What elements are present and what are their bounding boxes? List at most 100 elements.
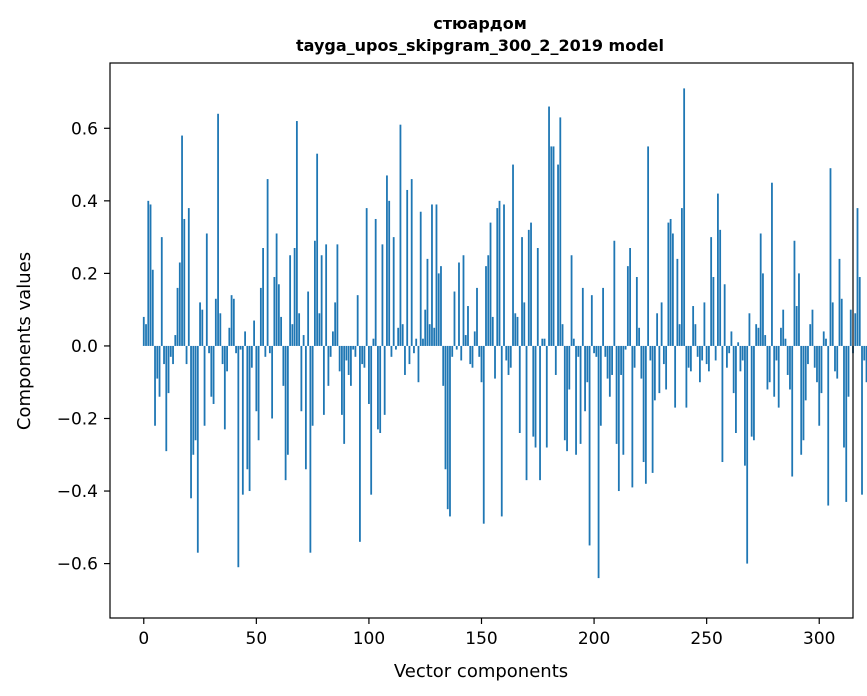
bar [563, 345, 566, 441]
bar [703, 302, 706, 346]
bar [356, 295, 359, 346]
bar [689, 345, 692, 372]
bar [822, 331, 825, 346]
bar [570, 255, 573, 346]
bar [149, 204, 152, 346]
bar [158, 345, 161, 397]
bar [532, 345, 535, 437]
bar [568, 345, 571, 390]
bar [813, 345, 816, 368]
bar [834, 345, 836, 372]
bar [671, 233, 674, 346]
bar [320, 255, 323, 346]
bar [395, 345, 397, 350]
bar [714, 345, 717, 361]
bar [608, 345, 611, 397]
bar [210, 345, 213, 397]
bar [248, 345, 251, 492]
bar [708, 345, 710, 372]
bar [590, 295, 593, 346]
bar [820, 345, 823, 394]
bar [257, 345, 260, 441]
x-tick-label: 50 [246, 629, 268, 649]
bar [737, 342, 740, 346]
bar [809, 324, 812, 346]
bar [604, 345, 607, 357]
x-tick-label: 100 [353, 629, 385, 649]
bar [304, 345, 307, 470]
bar [494, 345, 496, 379]
bar [656, 313, 659, 346]
bar [329, 345, 332, 357]
bar [381, 244, 384, 346]
bar [208, 345, 210, 354]
bar [572, 338, 575, 346]
bar [293, 248, 296, 346]
bar [201, 309, 204, 346]
bar [410, 179, 413, 346]
bar [322, 345, 325, 415]
bar [435, 204, 438, 346]
bar [336, 244, 339, 346]
bar [147, 200, 150, 346]
bar [487, 255, 490, 346]
bar [831, 302, 834, 346]
bar [653, 345, 656, 401]
bar [347, 345, 350, 375]
bar [460, 345, 463, 361]
bar [196, 345, 199, 553]
bar [205, 233, 208, 346]
bar [694, 324, 697, 346]
y-tick-label: 0.2 [71, 264, 98, 284]
bar [712, 277, 715, 346]
bar [190, 345, 192, 499]
bar [566, 345, 568, 452]
bar [577, 345, 580, 357]
bar [313, 240, 316, 346]
bar [606, 345, 609, 379]
bar [552, 146, 555, 346]
bar [343, 345, 346, 444]
bar [523, 302, 526, 346]
bar [500, 345, 503, 517]
bar [203, 345, 206, 426]
bar [399, 124, 402, 346]
bar [334, 302, 337, 346]
y-tick-label: −0.2 [57, 409, 98, 429]
bar [442, 345, 445, 386]
bar [723, 284, 726, 346]
bar [849, 309, 852, 346]
bar [485, 266, 487, 346]
bar [298, 313, 301, 346]
bar [516, 316, 519, 346]
x-tick-label: 0 [138, 629, 149, 649]
bar [509, 345, 512, 368]
bar [464, 335, 467, 346]
bar [401, 324, 404, 346]
bar [359, 345, 361, 542]
bar [172, 345, 174, 365]
bar [635, 277, 638, 346]
bar [597, 345, 600, 579]
bar [845, 345, 848, 502]
bar [602, 287, 604, 346]
bar [705, 345, 708, 365]
bar [732, 345, 735, 394]
bar [318, 313, 321, 346]
bar [271, 345, 274, 419]
bars-group [142, 88, 867, 579]
bar [449, 345, 451, 517]
bar [176, 287, 179, 346]
bar [536, 248, 539, 346]
bar [615, 345, 618, 444]
bar [825, 338, 827, 346]
bar [721, 345, 724, 463]
bar [539, 345, 541, 481]
bar [386, 175, 388, 346]
bar [611, 345, 613, 375]
bar [338, 345, 341, 372]
bar [505, 345, 508, 361]
bar [431, 204, 433, 346]
bar [165, 345, 168, 452]
